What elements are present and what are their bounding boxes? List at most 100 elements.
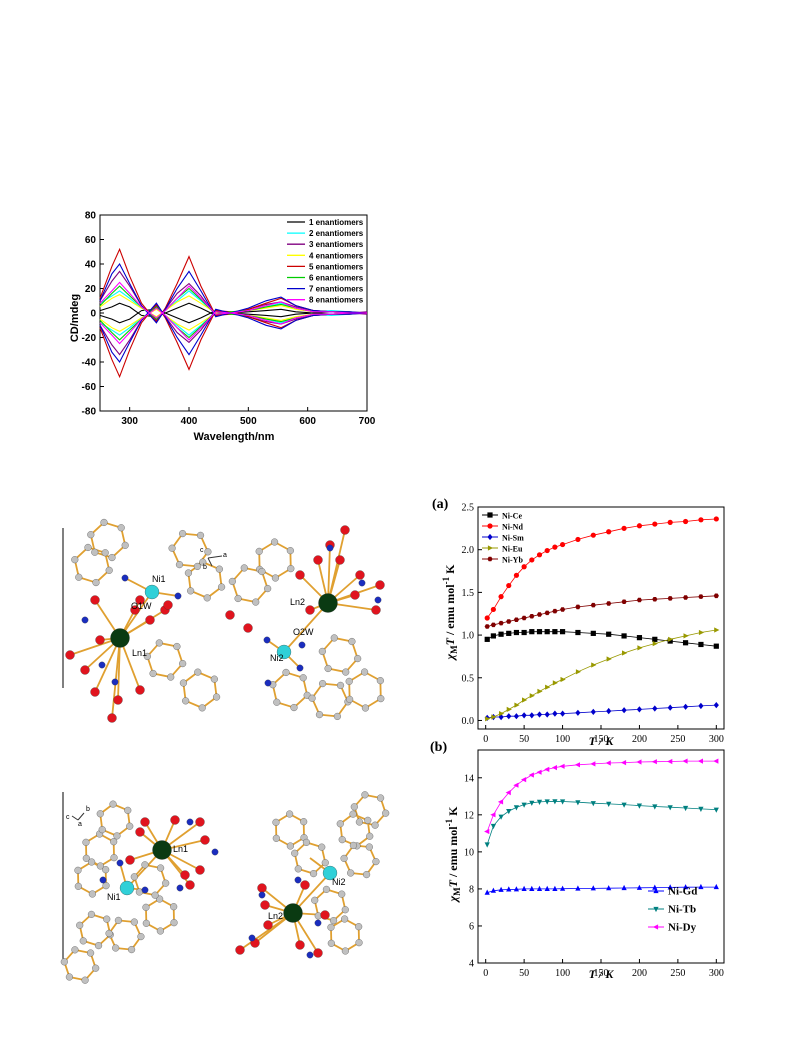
mag-a-plot-data-point — [606, 631, 612, 637]
atom-o — [107, 713, 117, 723]
mag-a-plot-data-point — [668, 636, 674, 642]
atom-c — [382, 809, 390, 817]
atom-label-ni2: Ni2 — [270, 653, 284, 663]
mag-b-plot-data-point — [497, 799, 504, 805]
mag-b-plot-data-point — [667, 805, 673, 811]
atom-c — [182, 697, 190, 705]
atom-c — [124, 806, 132, 814]
atom-c — [105, 566, 113, 574]
atom-c — [255, 547, 263, 555]
mag-a-plot-data-point — [667, 596, 673, 601]
atom-ln — [283, 903, 303, 923]
mag-b-plot-data-point — [713, 807, 719, 813]
atom-o — [243, 623, 253, 633]
atom-c — [330, 634, 338, 642]
atom-c — [175, 561, 184, 569]
atom-c — [71, 556, 79, 564]
atom-o — [260, 900, 270, 910]
mag-a-plot-data-point — [575, 629, 581, 636]
atom-c — [376, 677, 384, 685]
mag-a-y-axis-label: χMT / emu mol-1 K — [441, 564, 459, 662]
mag-b-plot-data-point — [521, 885, 527, 891]
mag-a-plot-data-point — [544, 629, 550, 635]
atom-label-ln1: Ln1 — [132, 648, 147, 658]
atom-c — [196, 531, 205, 539]
atom-c — [346, 695, 354, 703]
atom-c — [151, 891, 159, 899]
mag-b-plot-data-point — [590, 761, 596, 767]
bond — [283, 602, 329, 653]
mag-b-plot-legend-label: Ni-Gd — [668, 886, 697, 898]
cd-legend-label: 7 enantiomers — [309, 285, 364, 294]
structure1-atoms — [65, 518, 385, 723]
atom-c — [76, 921, 84, 929]
atom-c — [101, 549, 109, 557]
mag-b-plot-data-point — [651, 759, 657, 765]
mag-a-plot-data-point — [698, 641, 704, 648]
mag-a-plot-legend-label: Ni-Nd — [502, 523, 523, 532]
atom-c — [179, 679, 187, 687]
mag-b-plot-y-tick-label: 6 — [469, 921, 474, 932]
bond — [327, 544, 331, 604]
mag-b-plot-data-point — [683, 884, 689, 890]
atom-c — [79, 937, 87, 945]
mag-a-plot-legend-label: Ni-Yb — [502, 556, 523, 565]
atom-c — [96, 862, 104, 870]
atom-o — [263, 920, 273, 930]
atom-n — [296, 664, 304, 672]
mag-a-plot-data-point — [521, 629, 527, 636]
atom-c — [108, 554, 116, 562]
mag-b-plot-data-point — [559, 763, 565, 769]
axis-indicator-1: c a b — [200, 547, 227, 571]
mag-a-plot-data-point — [606, 656, 612, 662]
atom-label-o1w: O1W — [131, 601, 152, 611]
atom-c — [300, 818, 308, 826]
atom-ni — [276, 644, 292, 660]
axis-label-c: c — [200, 547, 204, 554]
cd-legend-label: 5 enantiomers — [309, 262, 364, 271]
atom-c — [204, 548, 212, 556]
mag-a-plot-x-tick-label: 150 — [594, 734, 609, 745]
atom-c — [110, 854, 118, 862]
mag-a-plot-legend-label: Ni-Eu — [502, 545, 523, 554]
mag-a-plot-data-point — [560, 710, 566, 717]
atom-c — [198, 704, 206, 712]
atom-c — [184, 569, 192, 577]
mag-b-plot-data-point — [513, 782, 519, 788]
atom-c — [252, 598, 260, 606]
atom-c — [87, 531, 95, 539]
mag-b-plot-y-tick-label: 12 — [464, 810, 474, 821]
bond — [94, 637, 121, 693]
atom-c — [366, 832, 374, 840]
mag-a-plot-data-point — [513, 617, 519, 622]
atom-c — [355, 818, 363, 826]
atom-c — [130, 873, 138, 881]
atom-c — [341, 906, 349, 914]
atom-o — [135, 827, 145, 837]
atom-o — [170, 815, 180, 825]
atom-c — [338, 890, 346, 898]
mag-a-plot-data-point — [521, 712, 527, 719]
mag-a-plot-data-point — [636, 523, 643, 529]
mag-b-plot-data-point — [621, 802, 627, 808]
mag-a-plot-data-point — [513, 572, 520, 578]
atom-o — [130, 605, 140, 615]
atom-o — [340, 525, 350, 535]
atom-c — [272, 834, 280, 842]
mag-b-plot-y-tick-label: 14 — [464, 773, 474, 784]
atom-c — [156, 927, 164, 935]
mag-a-plot-data-point — [490, 622, 496, 628]
mag-b-plot-data-point — [560, 799, 566, 805]
atom-c — [319, 680, 327, 688]
mag-a-plot-data-point — [513, 629, 520, 636]
mag-b-plot-data-point — [636, 759, 642, 765]
cd-y-tick-label: -20 — [82, 333, 97, 344]
cd-y-tick-label: 60 — [85, 235, 97, 246]
mag-a-plot-data-point — [522, 697, 528, 703]
mag-a-plot-data-point — [559, 541, 566, 548]
mag-b-plot-data-point — [636, 803, 642, 809]
atom-o — [125, 855, 135, 865]
mag-a-plot-legend-marker — [487, 533, 493, 541]
mag-b-plot-data-point — [544, 799, 550, 805]
